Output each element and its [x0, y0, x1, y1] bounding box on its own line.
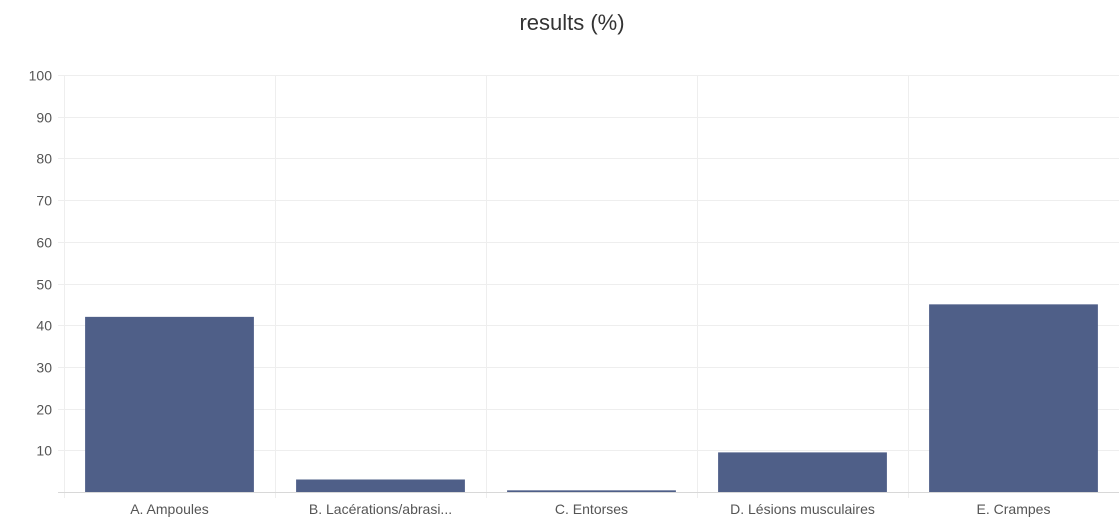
bar: [85, 316, 254, 492]
y-tick-label: 40: [36, 318, 52, 334]
x-tick-label: B. Lacérations/abrasi...: [309, 501, 452, 517]
bar: [296, 479, 465, 492]
y-tick-label: 30: [36, 360, 52, 376]
y-tick-label: 80: [36, 151, 52, 167]
x-tick-label: E. Crampes: [977, 501, 1051, 517]
x-tick-label: C. Entorses: [555, 501, 628, 517]
bar: [929, 304, 1098, 492]
y-tick-label: 20: [36, 402, 52, 418]
label-layer: 10 20 30 40 50 60 70 80 90 100 A. Ampoules B. Lacér…: [29, 68, 1051, 518]
y-tick-label: 10: [36, 443, 52, 459]
y-tick-label: 60: [36, 235, 52, 251]
bar: [718, 452, 887, 492]
y-tick-label: 70: [36, 193, 52, 209]
y-tick-label: 90: [36, 110, 52, 126]
x-tick-label: A. Ampoules: [130, 501, 209, 517]
x-tick-label: D. Lésions musculaires: [730, 501, 875, 517]
y-tick-label: 50: [36, 277, 52, 293]
bar: [507, 490, 676, 492]
bar-layer: [85, 304, 1098, 492]
y-tick-label: 100: [29, 68, 53, 84]
chart-title: results (%): [519, 10, 624, 35]
